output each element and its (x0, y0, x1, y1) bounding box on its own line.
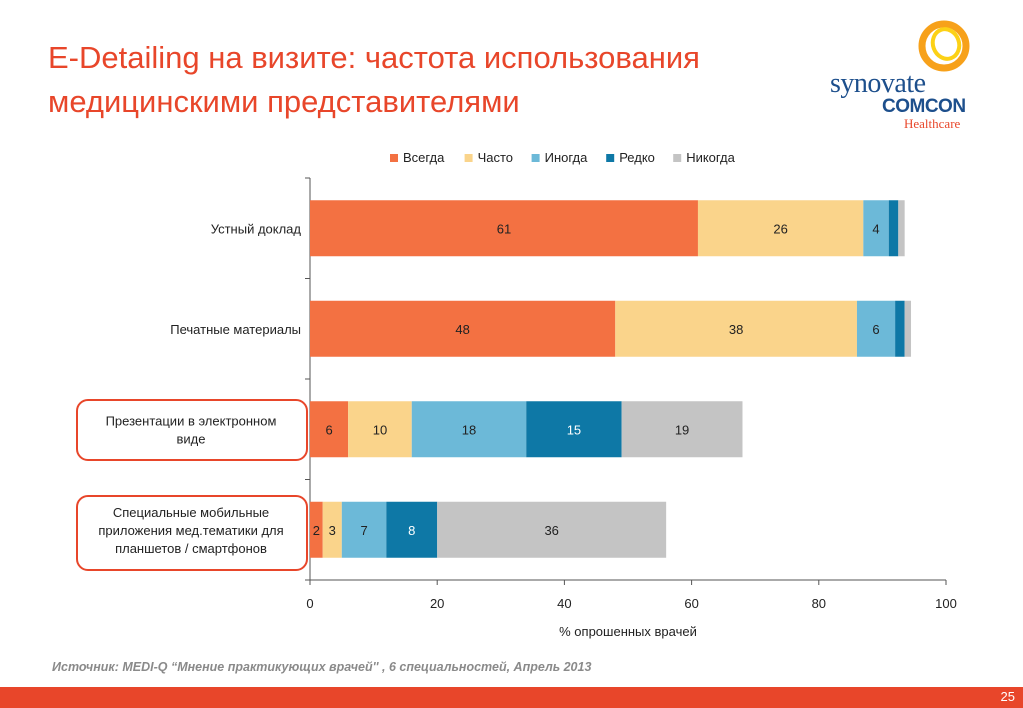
footer-bar: 25 (0, 687, 1023, 708)
bar-segment (310, 401, 349, 458)
x-tick-label: 60 (684, 596, 698, 611)
category-label: виде (177, 431, 206, 446)
bar-segment (310, 200, 698, 257)
data-label: 10 (373, 422, 387, 437)
bar-segment (904, 300, 912, 357)
data-label: 6 (325, 422, 332, 437)
bar-segment (898, 200, 905, 257)
legend-swatch (606, 154, 615, 162)
stacked-bar-chart: Всегда Часто Иногда Редко Никогда 0 20 40 60 80 10… (98, 150, 957, 639)
category-label: Специальные мобильные (113, 505, 269, 520)
data-label: 38 (729, 322, 743, 337)
category-label: Устный доклад (211, 221, 302, 236)
bar-segment (863, 200, 889, 257)
bar-segment (348, 401, 412, 458)
highlight-box-mobile-apps (76, 495, 308, 571)
legend-label: Всегда (403, 150, 445, 165)
legend-label: Иногда (545, 150, 588, 165)
page-number: 25 (1000, 689, 1015, 704)
legend-swatch (390, 154, 398, 162)
data-label: 18 (462, 422, 476, 437)
highlight-box-presentations (76, 399, 308, 461)
data-label: 2 (313, 523, 320, 538)
legend-swatch (531, 154, 540, 162)
legend-label: Часто (478, 150, 513, 165)
legend-swatch (673, 154, 682, 162)
data-label: 7 (360, 523, 367, 538)
bar-segment (310, 300, 616, 357)
data-label: 26 (773, 221, 787, 236)
data-label: 4 (872, 221, 879, 236)
x-tick-label: 0 (306, 596, 313, 611)
source-note: Источник: MEDI-Q “Мнение практикующих вр… (52, 660, 592, 674)
category-label: Презентации в электронном (106, 413, 277, 428)
data-label: 3 (329, 523, 336, 538)
x-tick-label: 40 (557, 596, 571, 611)
legend-label: Никогда (686, 150, 735, 165)
bar-segment (322, 501, 342, 558)
slide-title: E-Detailing на визите: частота использов… (48, 40, 700, 119)
bar-segment (895, 300, 905, 357)
category-label: планшетов / смартфонов (115, 541, 267, 556)
bar-segment (341, 501, 387, 558)
bar-segment (526, 401, 622, 458)
logo-healthcare-text: Healthcare (904, 116, 961, 131)
legend-swatch (464, 154, 473, 162)
x-tick-label: 20 (430, 596, 444, 611)
bar-segment (386, 501, 438, 558)
data-label: 6 (872, 322, 879, 337)
bar-segment (856, 300, 896, 357)
x-axis-title: % опрошенных врачей (559, 624, 697, 639)
x-tick-label: 100 (935, 596, 957, 611)
category-label: Печатные материалы (170, 322, 301, 337)
x-tick-label: 80 (812, 596, 826, 611)
data-label: 61 (497, 221, 511, 236)
logo-synovate-text: synovate (830, 68, 926, 99)
bar-segment (888, 200, 899, 257)
legend-label: Редко (619, 150, 655, 165)
bar-segment (697, 200, 864, 257)
bar-segment (411, 401, 527, 458)
bar-segment (621, 401, 743, 458)
data-label: 48 (455, 322, 469, 337)
data-label: 19 (675, 422, 689, 437)
category-label: приложения мед.тематики для (98, 523, 283, 538)
data-label: 8 (408, 523, 415, 538)
bar-segment (437, 501, 667, 558)
data-label: 36 (544, 523, 558, 538)
data-label: 15 (567, 422, 581, 437)
logo-comcon-text: COMCON (882, 96, 966, 117)
bar-segment (310, 501, 323, 558)
synovate-comcon-logo: synovate COMCON Healthcare (826, 18, 1016, 131)
ring-logo-icon (918, 20, 970, 72)
bar-segment (615, 300, 857, 357)
